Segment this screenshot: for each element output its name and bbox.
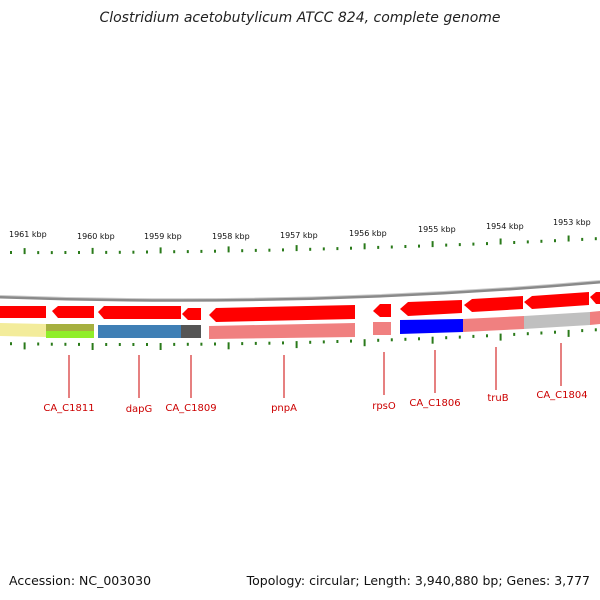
gene-arrow-trub[interactable] [464, 296, 523, 312]
gene-label-ca-c1806[interactable]: CA_C1806 [409, 398, 460, 409]
genome-title: Clostridium acetobutylicum ATCC 824, com… [99, 10, 501, 26]
upper-tick-row [10, 235, 597, 255]
gene-arrow-edge[interactable] [590, 292, 600, 304]
genome-backbone-highlight [0, 280, 600, 300]
scale-label-1957: 1957 kbp [280, 231, 318, 240]
scale-label-1953: 1953 kbp [553, 218, 591, 227]
gene-arrow-rpso[interactable] [373, 304, 391, 317]
lower-tick-row [10, 328, 597, 350]
category-band-silver [524, 312, 590, 329]
scale-label-1956: 1956 kbp [349, 229, 387, 238]
scale-label-1954: 1954 kbp [486, 222, 524, 231]
gene-arrow-ca-c1804[interactable] [524, 292, 589, 309]
gene-arrow-ca-c1811-left[interactable] [0, 306, 46, 318]
category-band-salmon-rpso [373, 322, 391, 335]
gene-arrow-pnpa[interactable] [209, 305, 355, 322]
gene-label-rpso[interactable]: rpsO [372, 401, 396, 412]
scale-label-1960: 1960 kbp [77, 232, 115, 241]
gene-label-ca-c1804[interactable]: CA_C1804 [536, 390, 587, 401]
genome-backbone [0, 280, 600, 302]
category-band-salmon-trub [463, 316, 524, 332]
scale-label-1955: 1955 kbp [418, 225, 456, 234]
gene-label-ca-c1811[interactable]: CA_C1811 [43, 403, 94, 414]
gene-arrow-dapg[interactable] [98, 306, 181, 319]
gene-arrow-ca-c1809[interactable] [182, 308, 201, 320]
accession-text: Accession: NC_003030 [9, 573, 152, 588]
category-band-yellow [0, 323, 46, 337]
scale-label-1961: 1961 kbp [9, 230, 47, 239]
gene-label-trub[interactable]: truB [487, 393, 508, 404]
gene-label-ca-c1809[interactable]: CA_C1809 [165, 403, 216, 414]
category-band-lime [46, 331, 94, 338]
category-band-olive [46, 324, 94, 331]
gene-arrow-ca-c1811[interactable] [52, 306, 94, 318]
scale-label-1958: 1958 kbp [212, 232, 250, 241]
category-band-darkgray [181, 325, 201, 338]
category-band-salmon-edge [590, 311, 600, 325]
category-band-salmon-pnpa [209, 323, 355, 339]
scale-label-1959: 1959 kbp [144, 232, 182, 241]
category-band-steelblue [98, 325, 181, 338]
gene-arrow-ca-c1806[interactable] [400, 300, 462, 316]
category-band-blue [400, 319, 463, 334]
gene-label-pnpa[interactable]: pnpA [271, 403, 297, 414]
topology-text: Topology: circular; Length: 3,940,880 bp… [246, 573, 590, 588]
gene-label-dapg[interactable]: dapG [126, 404, 153, 415]
